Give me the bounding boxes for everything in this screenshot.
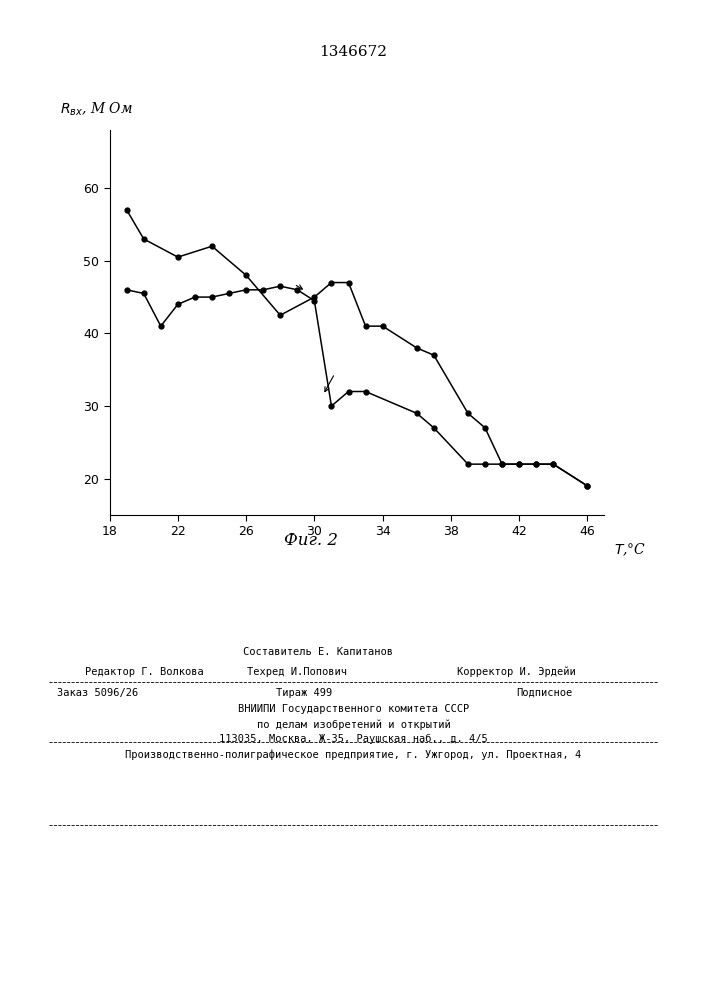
Text: Техред И.Попович: Техред И.Попович <box>247 667 347 677</box>
Text: $R_{вх}$, М Ом: $R_{вх}$, М Ом <box>60 101 133 118</box>
Text: Производственно-полиграфическое предприятие, г. Ужгород, ул. Проектная, 4: Производственно-полиграфическое предприя… <box>125 750 582 760</box>
Text: Тираж 499: Тираж 499 <box>276 688 332 698</box>
Text: Корректор И. Эрдейи: Корректор И. Эрдейи <box>457 666 575 677</box>
Text: Подписное: Подписное <box>516 688 573 698</box>
Text: $T$,°С: $T$,°С <box>614 542 647 558</box>
Text: Фиг. 2: Фиг. 2 <box>284 532 338 549</box>
Text: по делам изобретений и открытий: по делам изобретений и открытий <box>257 719 450 730</box>
Text: Редактор Г. Волкова: Редактор Г. Волкова <box>85 667 204 677</box>
Text: 113035, Москва, Ж-35, Раушская наб., д. 4/5: 113035, Москва, Ж-35, Раушская наб., д. … <box>219 734 488 744</box>
Text: ВНИИПИ Государственного комитета СССР: ВНИИПИ Государственного комитета СССР <box>238 704 469 714</box>
Text: Составитель Е. Капитанов: Составитель Е. Капитанов <box>243 647 393 657</box>
Text: 1346672: 1346672 <box>320 45 387 59</box>
Text: Заказ 5096/26: Заказ 5096/26 <box>57 688 138 698</box>
